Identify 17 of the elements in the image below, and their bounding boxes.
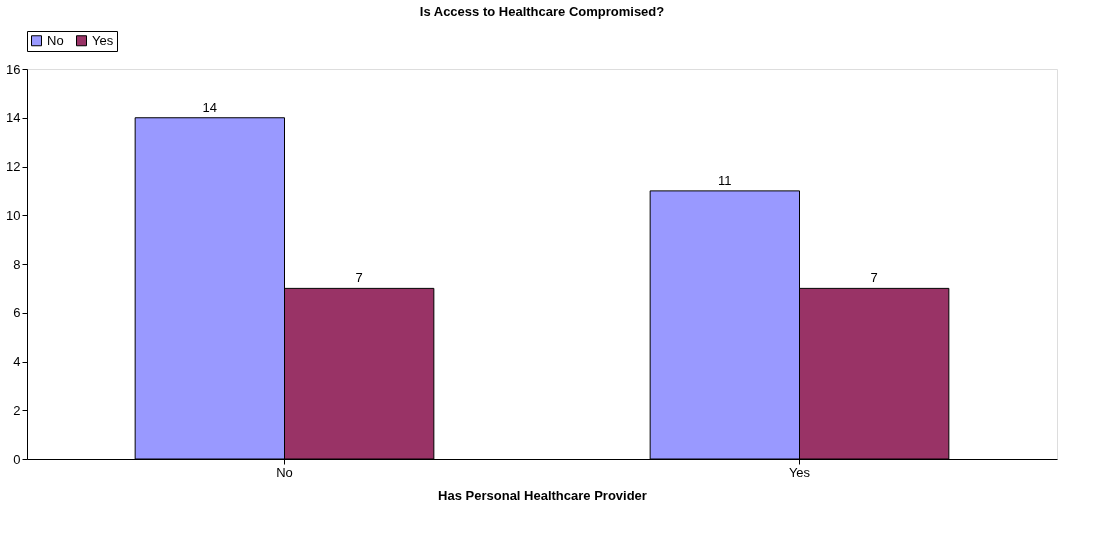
chart-title: Is Access to Healthcare Compromised? bbox=[419, 3, 665, 19]
y-tick-label: 16 bbox=[6, 61, 21, 77]
data-label: 7 bbox=[870, 270, 878, 286]
legend-label: No bbox=[47, 32, 64, 48]
y-tick-label: 12 bbox=[6, 159, 21, 174]
y-tick-label: 14 bbox=[6, 110, 21, 126]
data-label: 7 bbox=[355, 270, 363, 286]
y-tick-label: 0 bbox=[13, 451, 21, 467]
data-label: 11 bbox=[718, 172, 732, 188]
legend-label: Yes bbox=[92, 32, 114, 48]
y-tick-label: 4 bbox=[13, 354, 21, 369]
y-tick-label: 8 bbox=[13, 256, 21, 272]
y-tick-label: 10 bbox=[6, 207, 21, 223]
y-tick-label: 6 bbox=[13, 305, 21, 321]
x-axis-title: Has Personal Healthcare Provider bbox=[438, 487, 647, 503]
data-label: 14 bbox=[202, 99, 218, 115]
y-tick-label: 2 bbox=[13, 402, 21, 418]
